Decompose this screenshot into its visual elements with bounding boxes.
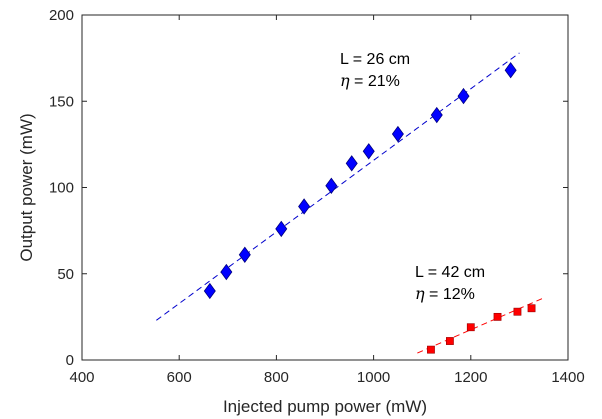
y-tick-label: 200 [49, 7, 74, 24]
data-point-series-1 [504, 62, 517, 79]
annotation-efficiency-2: η = 12% [415, 284, 475, 303]
data-point-series-1 [391, 125, 404, 143]
annotation-length-2: L = 42 cm [415, 264, 485, 281]
data-point-series-1 [220, 263, 233, 281]
data-point-series-1 [457, 87, 470, 105]
annotation-length-1: L = 26 cm [340, 51, 410, 68]
data-point-series-1 [298, 198, 311, 215]
fit-line-series-2 [417, 297, 544, 354]
data-point-series-2 [513, 307, 522, 316]
axis-ticks: 400 600 800 1000 1200 1400 0 50 100 150 200 [49, 7, 585, 386]
eta-symbol: η [415, 284, 425, 303]
annotations: L = 26 cm η = 21% L = 42 cm η = 12% [340, 51, 485, 303]
efficiency-value: = 12% [425, 286, 475, 303]
data-point-series-1 [345, 155, 358, 172]
y-tick-label: 100 [49, 180, 74, 197]
data-point-series-1 [430, 106, 443, 124]
data-markers [203, 62, 536, 354]
plot-frame [81, 14, 569, 361]
data-point-series-2 [427, 345, 435, 354]
x-tick-label: 1000 [357, 369, 390, 386]
x-tick-label: 400 [69, 369, 94, 386]
data-point-series-1 [325, 177, 338, 194]
data-point-series-2 [446, 337, 454, 345]
x-tick-label: 800 [264, 369, 289, 386]
data-point-series-2 [466, 323, 475, 332]
x-axis-label: Injected pump power (mW) [223, 397, 427, 416]
eta-symbol: η [340, 71, 350, 90]
data-point-series-2 [527, 304, 536, 313]
y-tick-label: 150 [49, 93, 74, 110]
y-axis-label: Output power (mW) [17, 113, 36, 261]
x-tick-label: 1400 [551, 369, 584, 386]
y-tick-label: 50 [57, 266, 74, 283]
plot-area [81, 14, 569, 361]
data-point-series-1 [238, 246, 251, 263]
x-tick-label: 600 [167, 369, 192, 386]
data-point-series-2 [493, 312, 502, 321]
y-tick-label: 0 [66, 352, 74, 369]
x-tick-label: 1200 [454, 369, 487, 386]
data-point-series-1 [362, 143, 375, 160]
data-point-series-1 [275, 220, 288, 238]
annotation-efficiency-1: η = 21% [340, 71, 400, 90]
data-point-series-1 [203, 282, 216, 300]
efficiency-value: = 21% [350, 73, 400, 90]
